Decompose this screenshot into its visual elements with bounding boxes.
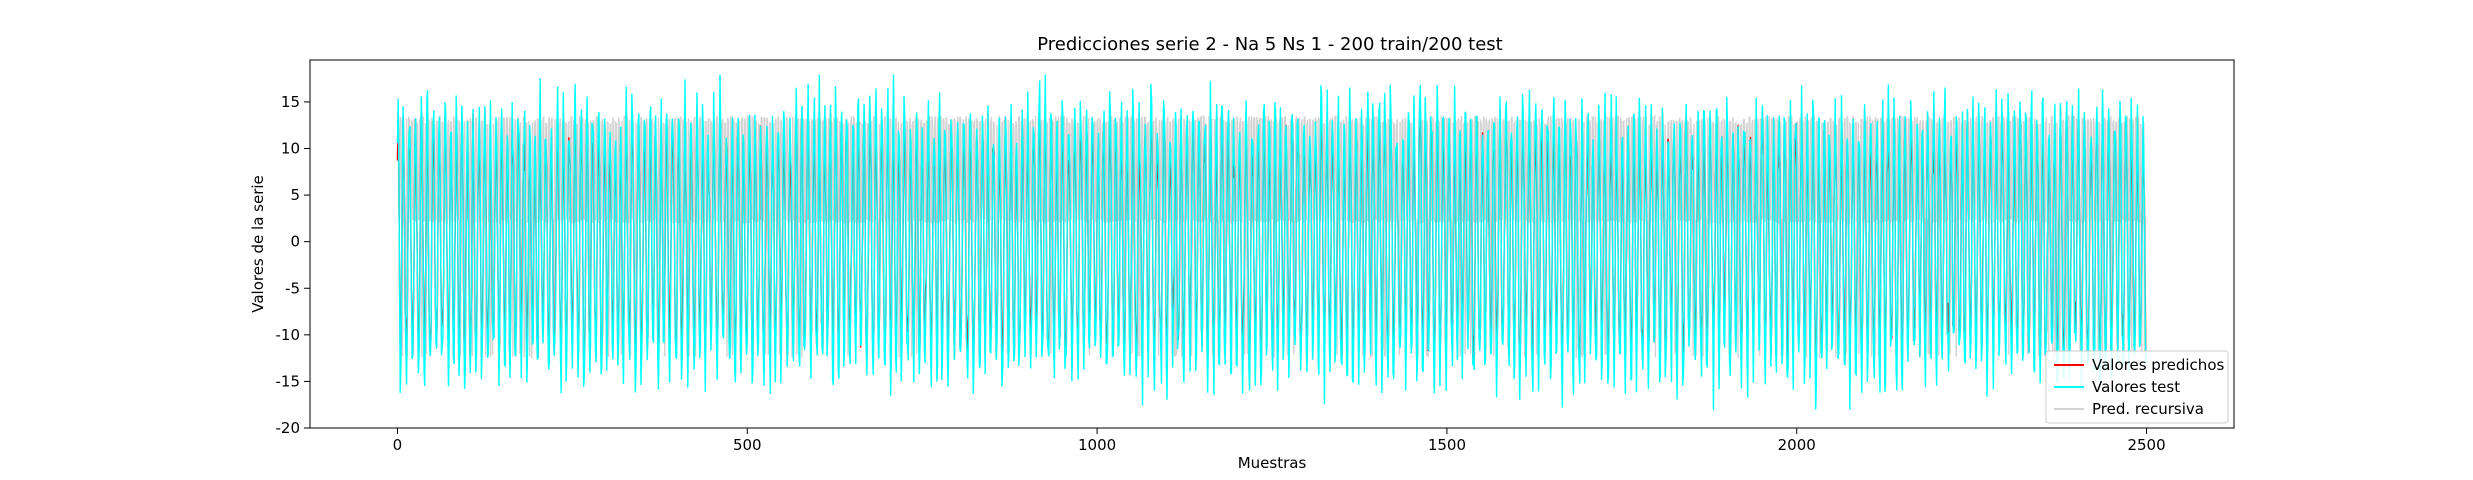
legend-label-1: Valores test (2092, 378, 2180, 396)
x-axis: 0 500 1000 1500 2000 2500 (393, 428, 2166, 454)
y-tick-label-4: 0 (290, 233, 300, 251)
x-tick-label-1: 500 (733, 436, 762, 454)
series-layer (396, 74, 2147, 410)
legend: Valores predichos Valores test Pred. recur… (2045, 350, 2229, 424)
plot-frame (309, 59, 2235, 429)
y-axis-label: Valores de la serie (249, 175, 267, 313)
y-axis: -20 -15 -10 -5 0 5 10 15 (276, 93, 310, 437)
chart-title: Predicciones serie 2 - Na 5 Ns 1 - 200 t… (1037, 34, 1503, 55)
legend-label-2: Pred. recursiva (2092, 400, 2204, 418)
y-tick-label-3: -5 (285, 279, 300, 297)
x-tick-label-2: 1000 (1078, 436, 1116, 454)
legend-label-0: Valores predichos (2092, 356, 2224, 374)
x-tick-label-5: 2500 (2127, 436, 2165, 454)
y-tick-label-5: 5 (290, 186, 300, 204)
x-tick-label-0: 0 (393, 436, 403, 454)
y-tick-label-1: -15 (276, 372, 301, 390)
y-tick-label-6: 10 (281, 140, 300, 158)
plot-area (309, 59, 2235, 429)
y-tick-label-2: -10 (276, 326, 301, 344)
x-axis-label: Muestras (1238, 454, 1307, 472)
x-tick-label-3: 1500 (1428, 436, 1466, 454)
series-line-valores-test (396, 74, 2147, 410)
x-tick-label-4: 2000 (1778, 436, 1816, 454)
legend-box (2045, 350, 2229, 424)
y-tick-label-7: 15 (281, 93, 300, 111)
y-tick-label-0: -20 (276, 419, 301, 437)
